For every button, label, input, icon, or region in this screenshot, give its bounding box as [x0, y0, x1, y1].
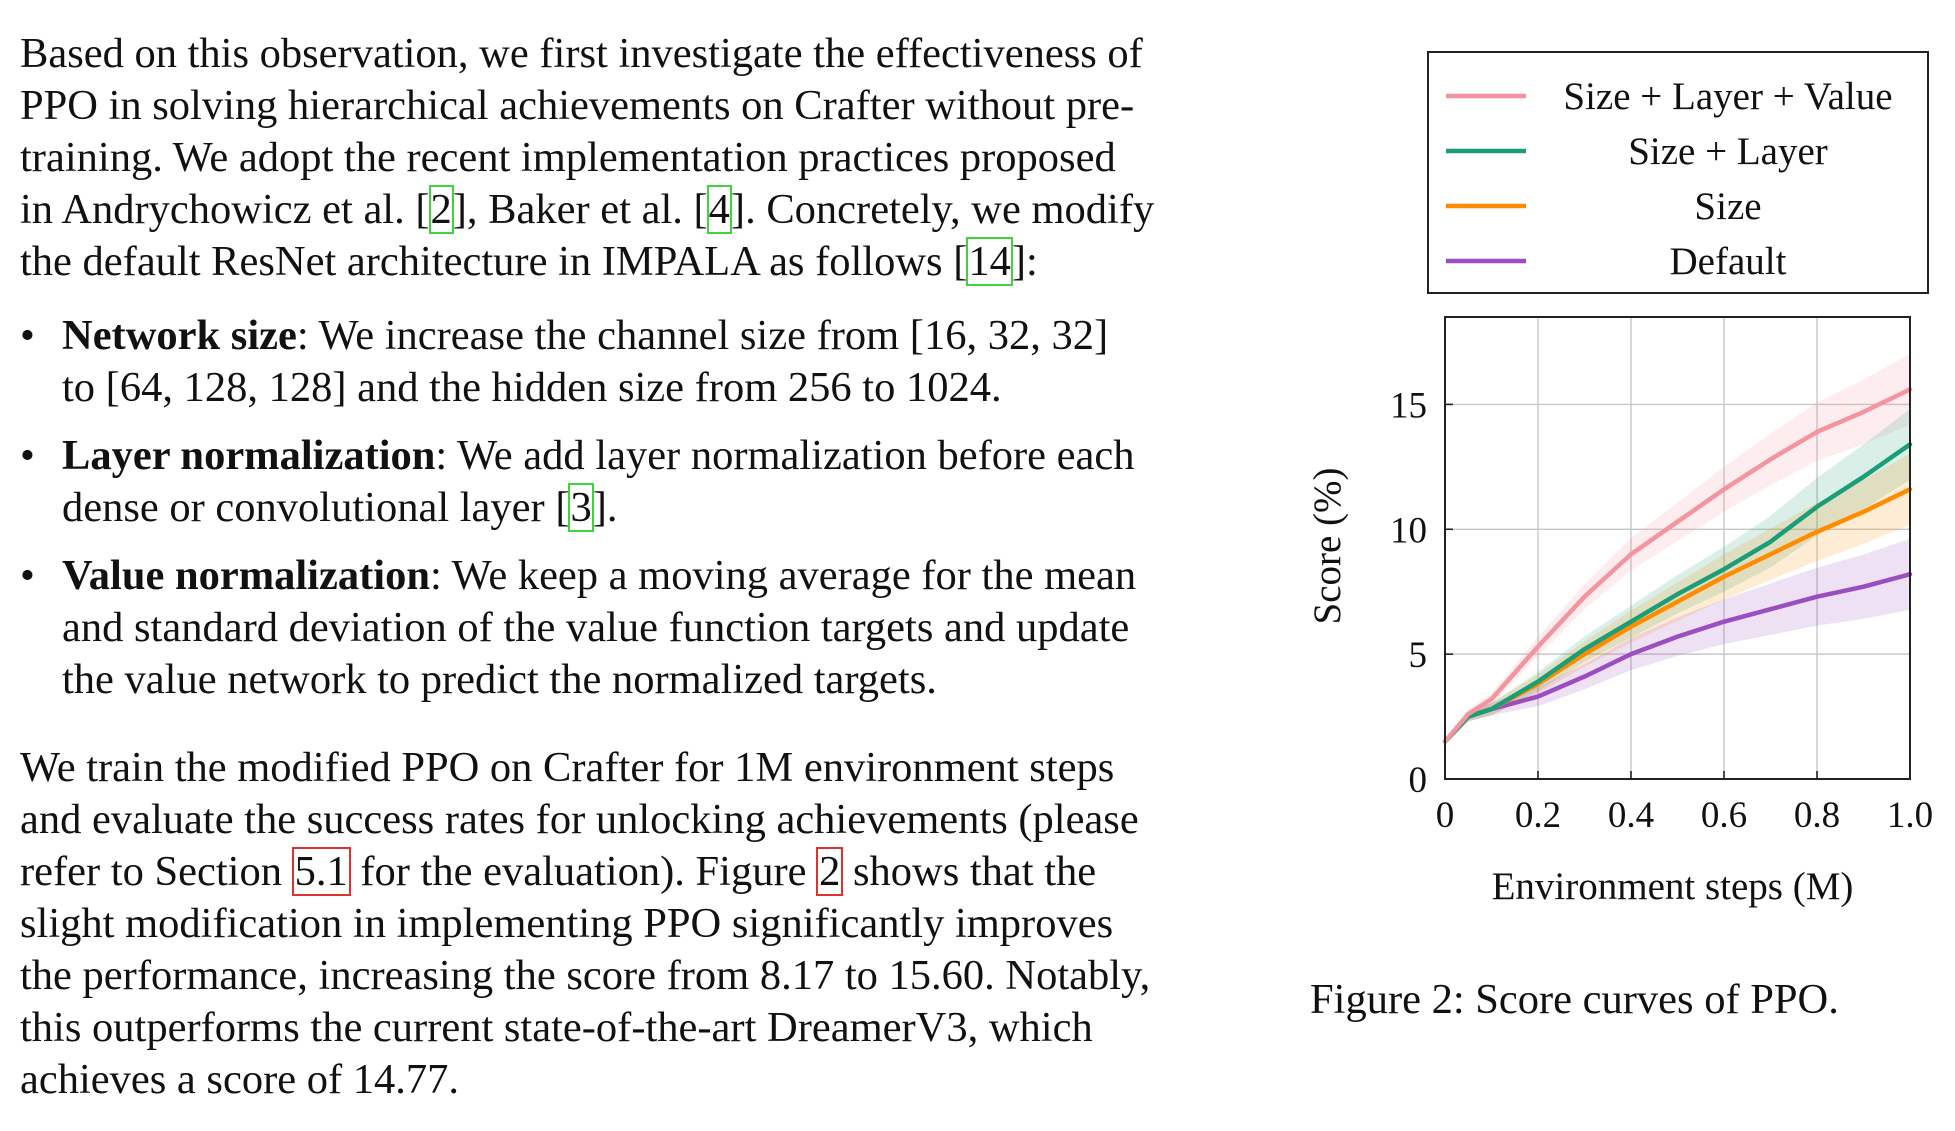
- bullet-icon: •: [20, 432, 35, 479]
- x-tick-label: 0.6: [1701, 795, 1747, 836]
- y-tick-label: 15: [1390, 385, 1427, 426]
- intro-paragraph: Based on this observation, we first inve…: [20, 28, 1260, 288]
- legend-label: Default: [1670, 240, 1787, 283]
- list-item-layer-normalization: • Layer normalization: We add layer norm…: [20, 432, 1135, 532]
- intro-line-1: Based on this observation, we first inve…: [20, 30, 1143, 77]
- list-item-value-normalization: • Value normalization: We keep a moving …: [20, 552, 1137, 703]
- result-paragraph: We train the modified PPO on Crafter for…: [20, 744, 1151, 1103]
- y-tick-label: 10: [1390, 510, 1427, 551]
- list-item-network-size: • Network size: We increase the channel …: [20, 312, 1109, 411]
- legend-label: Size: [1694, 185, 1761, 228]
- legend-label: Size + Layer + Value: [1563, 75, 1892, 118]
- term-value-normalization: Value normalization: [62, 552, 430, 599]
- intro-line-4: in Andrychowicz et al. [2], Baker et al.…: [20, 185, 1155, 234]
- figure-link[interactable]: 2: [816, 847, 844, 896]
- x-tick-label: 1.0: [1887, 795, 1933, 836]
- figure-2: Size + Layer + Value Size + Layer Size Defa…: [1280, 40, 1955, 1023]
- intro-line-2: PPO in solving hierarchical achievements…: [20, 82, 1135, 129]
- modification-list: • Network size: We increase the channel …: [20, 310, 1260, 706]
- x-tick-label: 0.4: [1608, 795, 1654, 836]
- series-band: [1445, 408, 1910, 745]
- bullet-icon: •: [20, 552, 35, 599]
- citation-link[interactable]: 4: [706, 185, 732, 234]
- series-band: [1445, 353, 1910, 745]
- bullet-icon: •: [20, 312, 35, 359]
- citation-link[interactable]: 2: [428, 185, 454, 234]
- y-tick-label: 5: [1409, 635, 1428, 676]
- term-layer-normalization: Layer normalization: [62, 432, 436, 479]
- y-tick-label: 0: [1409, 760, 1428, 801]
- x-axis-label: Environment steps (M): [1492, 865, 1854, 908]
- x-tick-label: 0.2: [1515, 795, 1561, 836]
- legend-box: [1427, 51, 1929, 294]
- x-tick-label: 0: [1436, 795, 1455, 836]
- x-tick-label: 0.8: [1794, 795, 1840, 836]
- series-line: [1442, 387, 1913, 744]
- term-network-size: Network size: [62, 312, 297, 359]
- citation-link[interactable]: 14: [966, 237, 1013, 286]
- section-link[interactable]: 5.1: [291, 847, 351, 896]
- series-line: [1442, 442, 1913, 744]
- y-axis-label: Score (%): [1306, 467, 1349, 624]
- legend-label: Size + Layer: [1628, 130, 1828, 173]
- figure-caption: Figure 2: Score curves of PPO.: [1310, 976, 1839, 1023]
- citation-link[interactable]: 3: [568, 483, 594, 532]
- plot-frame: [1444, 316, 1911, 780]
- body-text-column: Based on this observation, we first inve…: [20, 28, 1260, 1106]
- intro-line-5: the default ResNet architecture in IMPAL…: [20, 237, 1038, 286]
- score-chart: Size + Layer + Value Size + Layer Size Defa…: [1306, 51, 1933, 908]
- intro-line-3: training. We adopt the recent implementa…: [20, 134, 1116, 181]
- series-band: [1445, 538, 1910, 745]
